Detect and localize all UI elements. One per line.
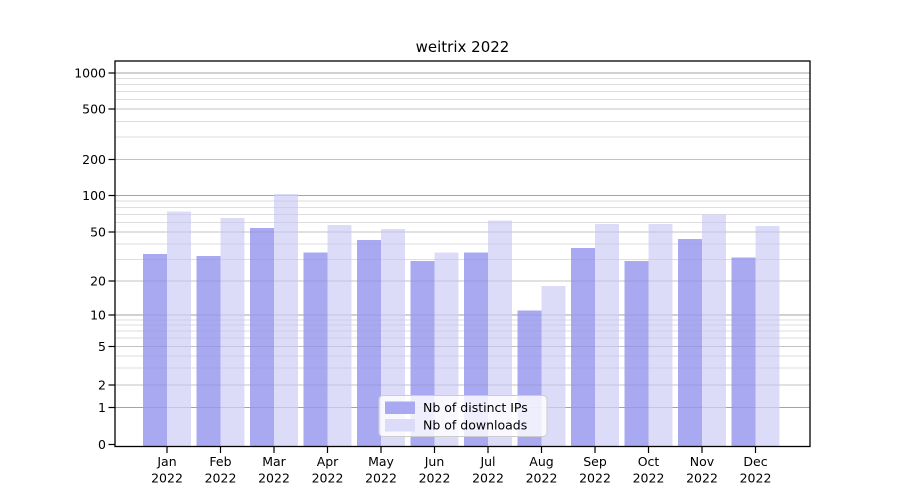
y-tick-label: 5	[98, 339, 106, 354]
x-tick-label-year: 2022	[151, 471, 183, 486]
x-tick-label-year: 2022	[686, 471, 718, 486]
bar-downloads-dec	[755, 226, 780, 447]
bar-downloads-feb	[220, 218, 245, 447]
x-tick-label-month: Sep	[583, 454, 607, 469]
legend-swatch-distinct-ips	[385, 401, 415, 414]
bar-ips-nov	[678, 238, 702, 447]
x-tick-label-year: 2022	[526, 471, 558, 486]
bar-downloads-mar	[274, 193, 298, 447]
x-tick-label-year: 2022	[312, 471, 344, 486]
y-tick-label: 500	[82, 101, 106, 116]
x-tick-label-year: 2022	[633, 471, 665, 486]
y-tick-label: 2	[98, 377, 106, 392]
x-tick-label-month: Dec	[743, 454, 767, 469]
x-tick-label-year: 2022	[365, 471, 397, 486]
bar-ips-feb	[196, 255, 221, 447]
y-tick-label: 100	[82, 188, 106, 203]
bar-ips-jan	[143, 254, 167, 447]
chart-title: weitrix 2022	[416, 38, 510, 56]
bar-ips-mar	[250, 227, 274, 447]
legend: Nb of distinct IPs Nb of downloads	[378, 395, 548, 437]
axis-ticks	[108, 72, 757, 453]
legend-label-downloads: Nb of downloads	[423, 418, 527, 433]
x-tick-label-month: Apr	[317, 454, 339, 469]
bar-ips-may	[357, 240, 381, 447]
y-tick-label: 1000	[74, 65, 106, 80]
bar-series	[143, 193, 780, 447]
x-tick-label-month: Jul	[479, 454, 495, 469]
legend-swatch-downloads	[385, 419, 415, 432]
legend-label-distinct-ips: Nb of distinct IPs	[423, 400, 528, 415]
plot-frame	[114, 60, 811, 448]
x-tick-label-month: Mar	[262, 454, 286, 469]
bar-ips-dec	[731, 257, 756, 447]
x-tick-label-month: Oct	[638, 454, 660, 469]
bar-downloads-apr	[327, 225, 352, 447]
bar-ips-apr	[303, 252, 328, 447]
y-tick-label: 1	[98, 400, 106, 415]
x-tick-label-month: Jan	[156, 454, 176, 469]
axis-tick-labels: 0 1 2 5 10 20 50 100 200 500 1000 Jan 2022 Feb 2022 Mar…	[74, 65, 771, 485]
bar-ips-oct	[624, 261, 649, 447]
y-tick-label: 0	[98, 437, 106, 452]
x-tick-label-year: 2022	[740, 471, 772, 486]
bar-downloads-sep	[595, 224, 619, 447]
bar-ips-sep	[571, 248, 595, 447]
x-tick-label-month: Feb	[209, 454, 231, 469]
y-tick-label: 50	[90, 224, 106, 239]
x-tick-label-year: 2022	[419, 471, 451, 486]
x-tick-label-month: Aug	[529, 454, 553, 469]
x-tick-label-year: 2022	[205, 471, 237, 486]
gridlines-overlay	[115, 72, 810, 408]
y-tick-label: 200	[82, 152, 106, 167]
bar-downloads-oct	[648, 224, 673, 447]
legend-box	[378, 395, 548, 437]
bar-downloads-jan	[167, 211, 191, 447]
x-tick-label-month: May	[368, 454, 394, 469]
y-tick-label: 10	[90, 307, 106, 322]
x-tick-label-year: 2022	[472, 471, 504, 486]
x-tick-label-year: 2022	[258, 471, 290, 486]
bar-downloads-nov	[702, 214, 726, 447]
y-tick-label: 20	[90, 273, 106, 288]
x-tick-label-year: 2022	[579, 471, 611, 486]
x-tick-label-month: Nov	[690, 454, 715, 469]
x-tick-label-month: Jun	[424, 454, 445, 469]
